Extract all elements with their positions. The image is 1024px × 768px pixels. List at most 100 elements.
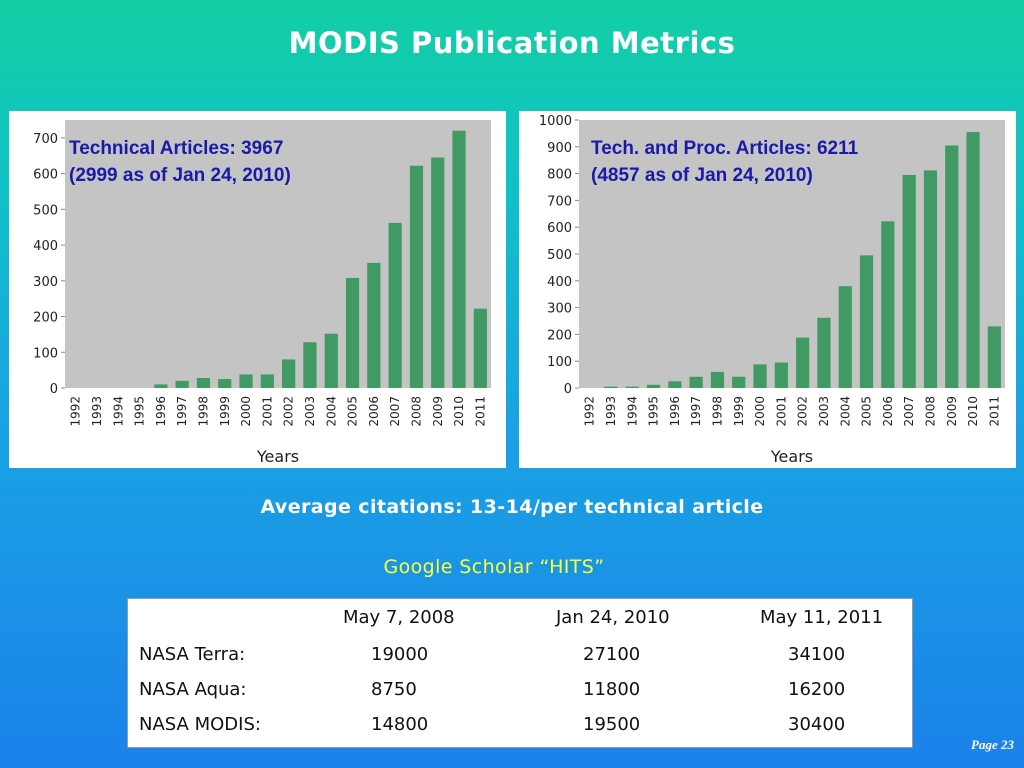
- bar: [966, 132, 980, 388]
- google-scholar-hits-table: May 7, 2008 Jan 24, 2010 May 11, 2011 NA…: [127, 598, 913, 748]
- x-tick-label: 1996: [668, 396, 682, 427]
- x-tick-label: 2008: [923, 396, 937, 427]
- y-tick-label: 400: [33, 239, 58, 254]
- bar: [838, 286, 852, 388]
- y-tick-label: 500: [33, 203, 58, 218]
- bar: [345, 277, 360, 388]
- x-tick-label: 1997: [689, 396, 703, 427]
- y-tick-label: 200: [33, 311, 58, 326]
- chart-panel-technical-articles: 0 100 200 300 400 500 600 700 1992 1993 1994 1995 19…: [9, 111, 506, 468]
- bar: [409, 165, 424, 388]
- x-tick-label: 1992: [69, 396, 83, 427]
- bar-chart-technical-articles: 0 100 200 300 400 500 600 700 1992 1993 1994 1995 19…: [33, 120, 491, 466]
- table-cell: 16200: [788, 679, 846, 700]
- bar: [452, 130, 466, 388]
- bar: [881, 221, 895, 388]
- x-tick-label: 2009: [945, 396, 959, 427]
- y-tick-label: 100: [33, 346, 58, 361]
- bar: [902, 174, 916, 388]
- row-label: NASA Terra:: [139, 644, 246, 665]
- bar: [646, 384, 661, 388]
- chart-note-line2: (4857 as of Jan 24, 2010): [591, 165, 813, 186]
- y-tick-label: 600: [547, 221, 572, 236]
- bar: [753, 364, 767, 388]
- x-tick-label: 2004: [838, 396, 852, 427]
- bar: [473, 308, 487, 388]
- x-tick-label: 2008: [409, 396, 423, 427]
- x-tick-label: 2002: [282, 396, 296, 427]
- bar: [732, 376, 746, 388]
- table-cell: 27100: [583, 644, 641, 665]
- x-tick-label: 2000: [753, 396, 767, 427]
- average-citations-text: Average citations: 13-14/per technical a…: [260, 496, 764, 518]
- y-tick-label: 1000: [539, 114, 572, 129]
- x-tick-label: 2000: [239, 396, 253, 427]
- x-tick-label: 1993: [604, 396, 618, 427]
- x-tick-label: 1995: [133, 396, 147, 427]
- row-label: NASA Aqua:: [139, 679, 247, 700]
- bar: [218, 379, 232, 388]
- chart-note-tech-proc-articles: Tech. and Proc. Articles: 6211 (4857 as …: [591, 135, 858, 189]
- chart-note-line2: (2999 as of Jan 24, 2010): [69, 165, 291, 186]
- x-tick-label: 2010: [452, 396, 466, 427]
- table-cell: 19000: [371, 644, 429, 665]
- bar: [282, 359, 296, 388]
- chart-note-line1: Tech. and Proc. Articles: 6211: [591, 138, 859, 159]
- y-tick-label: 700: [547, 194, 572, 209]
- y-tick-label: 600: [33, 168, 58, 183]
- x-tick-label: 2001: [260, 396, 274, 427]
- bar: [388, 222, 402, 388]
- y-tick-label: 300: [33, 275, 58, 290]
- x-tick-label: 1993: [90, 396, 104, 427]
- bar: [689, 376, 703, 388]
- x-tick-label: 2005: [860, 396, 874, 427]
- bar: [774, 362, 788, 388]
- x-tick-label: 1994: [111, 396, 125, 427]
- x-tick-label: 1998: [710, 396, 724, 427]
- x-tick-label: 2003: [303, 396, 317, 427]
- bar: [196, 377, 211, 388]
- x-tick-label: 1995: [647, 396, 661, 427]
- bar: [431, 157, 445, 388]
- x-tick-label: 1994: [625, 396, 639, 427]
- bar: [987, 326, 1001, 388]
- y-tick-label: 900: [547, 141, 572, 156]
- y-tick-label: 400: [547, 275, 572, 290]
- y-tick-label: 300: [547, 302, 572, 317]
- google-scholar-heading: Google Scholar “HITS”: [383, 556, 605, 578]
- x-tick-label: 2010: [966, 396, 980, 427]
- x-tick-label: 2006: [367, 396, 381, 427]
- page-number: Page 23: [971, 737, 1014, 752]
- bar: [154, 384, 168, 388]
- slide-title: MODIS Publication Metrics: [288, 26, 736, 60]
- column-header: May 7, 2008: [343, 607, 455, 628]
- x-tick-label: 2006: [881, 396, 895, 427]
- x-axis-label: Years: [770, 447, 813, 466]
- bar: [668, 381, 682, 388]
- x-tick-label: 1992: [583, 396, 597, 427]
- bar: [796, 337, 810, 388]
- bar: [260, 374, 274, 388]
- bar: [303, 342, 317, 388]
- bar: [324, 333, 338, 388]
- y-tick-label: 200: [547, 328, 572, 343]
- x-tick-label: 2007: [902, 396, 916, 427]
- y-tick-label: 0: [50, 382, 58, 397]
- x-tick-label: 1999: [732, 396, 746, 427]
- x-tick-label: 2005: [346, 396, 360, 427]
- bar: [859, 255, 874, 388]
- column-header: Jan 24, 2010: [556, 607, 670, 628]
- table-cell: 34100: [788, 644, 846, 665]
- bar: [817, 317, 831, 388]
- row-label: NASA MODIS:: [139, 714, 261, 735]
- chart-note-technical-articles: Technical Articles: 3967 (2999 as of Jan…: [69, 135, 291, 189]
- bar: [175, 380, 189, 388]
- y-tick-label: 500: [547, 248, 572, 263]
- chart-note-line1: Technical Articles: 3967: [69, 138, 284, 159]
- x-tick-label: 2001: [774, 396, 788, 427]
- x-tick-label: 2007: [388, 396, 402, 427]
- bar-chart-tech-proc-articles: 0 100 200 300 400 500 600 700 800 900 1000 1992 1993…: [539, 114, 1005, 466]
- table-cell: 30400: [788, 714, 846, 735]
- bar: [239, 374, 253, 388]
- bar: [710, 371, 725, 388]
